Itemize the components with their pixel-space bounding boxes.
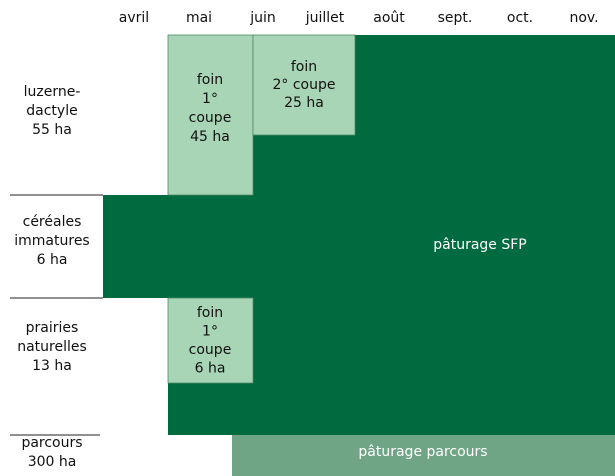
month-label: juin (249, 10, 276, 26)
block-label: 45 ha (190, 129, 230, 145)
block-label: foin (197, 72, 223, 88)
row-label: prairies (26, 320, 79, 336)
block-label: foin (291, 59, 317, 75)
month-label: août (373, 10, 405, 26)
block-label: 6 ha (195, 361, 226, 377)
row-label: immatures (14, 233, 89, 249)
month-label: mai (186, 10, 212, 26)
block-label: pâturage parcours (358, 444, 487, 460)
month-label: juillet (305, 10, 345, 26)
block-label: 25 ha (284, 95, 324, 111)
month-label: avril (119, 10, 149, 26)
month-label: nov. (569, 10, 598, 26)
block-label: foin (197, 305, 223, 321)
block-label: 1° (202, 324, 218, 340)
row-label: naturelles (17, 339, 87, 355)
row-label: 55 ha (32, 122, 72, 138)
pasture-parcours-area (232, 435, 615, 476)
row-label: 6 ha (37, 252, 68, 268)
hay-block (252, 34, 356, 136)
row-label: dactyle (26, 103, 77, 119)
row-label: 13 ha (32, 358, 72, 374)
month-label: sept. (438, 10, 473, 26)
block-label: coupe (189, 342, 232, 358)
row-label: 300 ha (28, 454, 77, 470)
hay-block (167, 34, 254, 196)
hay-block (167, 297, 254, 384)
block-label: 2° coupe (273, 77, 336, 93)
row-label: parcours (21, 435, 82, 451)
row-label: luzerne- (24, 84, 81, 100)
block-label: coupe (189, 110, 232, 126)
row-label: céréales (23, 214, 82, 230)
month-label: oct. (507, 10, 533, 26)
block-label: 1° (202, 91, 218, 107)
block-label: pâturage SFP (433, 237, 527, 253)
